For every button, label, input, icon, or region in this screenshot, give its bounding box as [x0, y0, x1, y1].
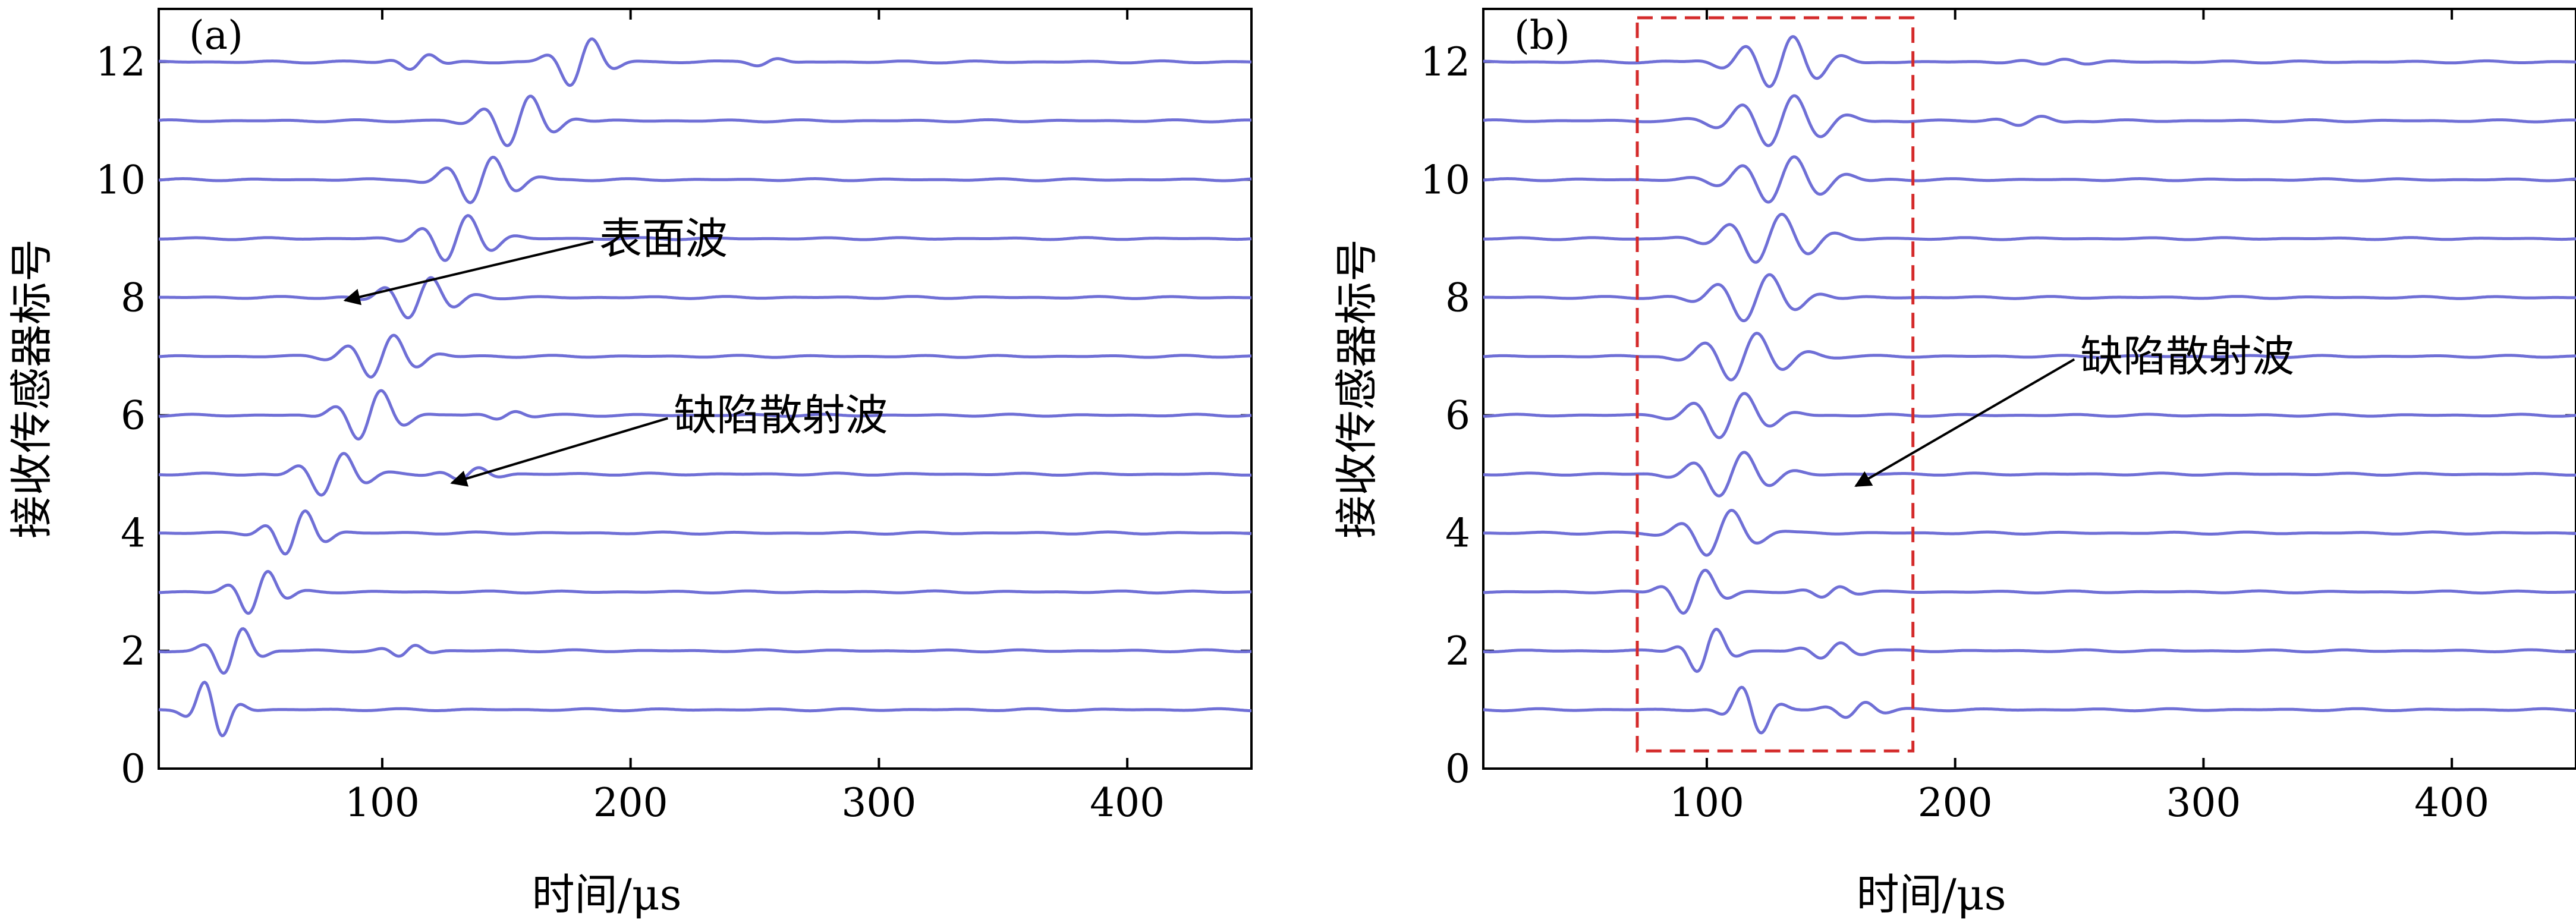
waveform-trace-9: [1483, 212, 2576, 264]
waveform-trace-12: [159, 37, 1251, 87]
y-tick-label: 2: [121, 628, 146, 674]
y-tick-label: 8: [121, 275, 146, 320]
x-axis-title: 时间/μs: [532, 870, 682, 919]
waveform-trace-1: [158, 680, 1251, 738]
x-tick-label: 300: [2166, 780, 2241, 826]
waveform-trace-5: [158, 452, 1252, 497]
waveform-trace-11: [1483, 94, 2576, 147]
chart-panel-b: 100 200 300 400 0 2 4 6 8 10 12 时间/μs 接收传感器标号 (b) 缺陷散射…: [1332, 8, 2576, 919]
annotation-label: 表面波: [599, 213, 728, 263]
y-tick-label: 4: [121, 511, 146, 556]
waveform-trace-8: [159, 276, 1252, 320]
highlight-box: [1635, 16, 1915, 753]
x-tick-label: 400: [2414, 780, 2489, 826]
waveform-trace-5: [1483, 451, 2576, 498]
x-tick-label: 400: [1090, 780, 1165, 826]
y-tick-label: 0: [121, 746, 146, 792]
waveform-trace-12: [1483, 35, 2576, 89]
x-tick-label: 200: [1918, 780, 1993, 826]
annotation-label: 缺陷散射波: [674, 391, 888, 440]
y-tick-label: 2: [1445, 628, 1470, 674]
waveform-trace-8: [1483, 273, 2576, 323]
y-tick-label: 4: [1445, 511, 1470, 556]
x-tick-label: 100: [1669, 780, 1744, 826]
y-axis-title: 接收传感器标号: [1332, 239, 1382, 539]
y-axis-title: 接收传感器标号: [7, 239, 56, 539]
y-tick-label: 12: [96, 39, 146, 85]
waveform-trace-3: [158, 569, 1251, 615]
waveform-trace-7: [158, 333, 1251, 379]
x-axis-title: 时间/μs: [1857, 870, 2006, 919]
x-tick-label: 100: [345, 780, 420, 826]
waveform-trace-2: [158, 627, 1252, 675]
y-tick-label: 10: [1420, 157, 1470, 203]
chart-panel-a: 100 200 300 400 0 2 4 6 8 10 12 时间/μs 接收传感器标号 (a) 表面波缺…: [7, 8, 1253, 919]
waveform-trace-7: [1483, 332, 2576, 382]
waveform-trace-6: [158, 389, 1252, 441]
waveform-trace-10: [158, 155, 1252, 204]
waveform-trace-11: [158, 95, 1251, 147]
panel-label: (b): [1514, 12, 1570, 58]
waveform-trace-3: [1483, 568, 2576, 615]
y-tick-label: 6: [1445, 393, 1470, 439]
annotation-arrow: [343, 240, 594, 306]
waveform-trace-9: [158, 214, 1252, 262]
waveform-trace-10: [1483, 155, 2576, 204]
annotation-arrow: [450, 417, 668, 487]
x-tick-label: 200: [593, 780, 668, 826]
y-tick-label: 0: [1445, 746, 1470, 792]
waveform-trace-4: [159, 509, 1252, 556]
panel-label: (a): [189, 12, 243, 58]
y-tick-label: 12: [1420, 39, 1470, 85]
waveform-trace-6: [1483, 392, 2576, 439]
plot-frame: [1482, 8, 2576, 770]
y-tick-label: 8: [1445, 275, 1470, 320]
waveform-trace-4: [1483, 508, 2576, 557]
waveform-trace-1: [1483, 685, 2576, 735]
annotation-arrow: [1854, 358, 2075, 487]
plot-frame: [158, 8, 1253, 770]
x-tick-label: 300: [841, 780, 916, 826]
waveform-trace-2: [1483, 627, 2576, 673]
y-tick-label: 6: [121, 393, 146, 439]
y-tick-label: 10: [96, 157, 146, 203]
annotation-label: 缺陷散射波: [2080, 332, 2294, 382]
